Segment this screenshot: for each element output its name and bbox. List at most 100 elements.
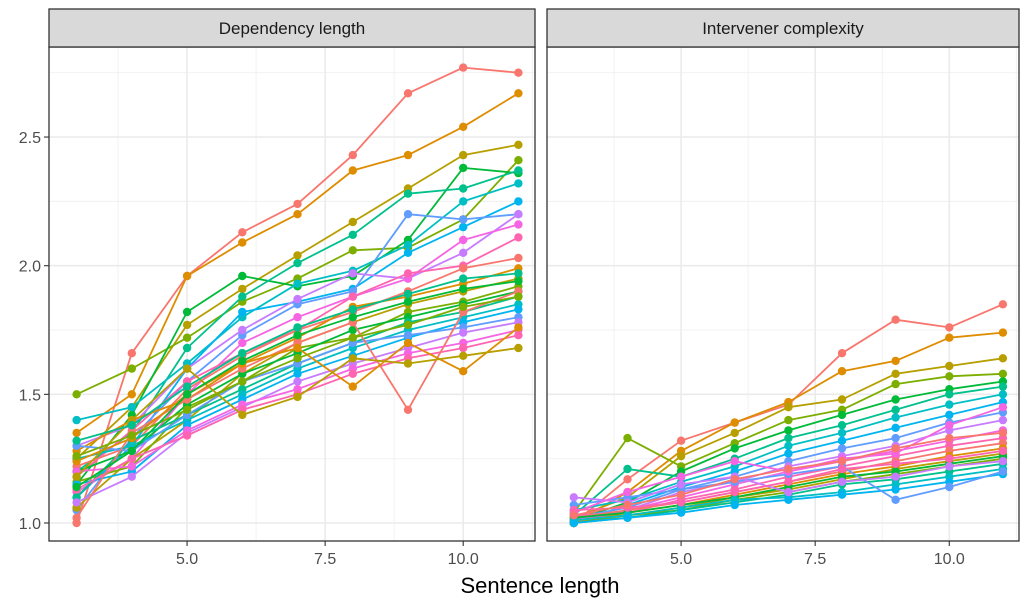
data-point bbox=[348, 382, 357, 391]
data-point bbox=[837, 464, 847, 474]
data-point bbox=[784, 403, 793, 412]
data-point bbox=[127, 462, 136, 471]
data-point bbox=[293, 210, 302, 219]
data-point bbox=[837, 477, 847, 486]
data-point bbox=[348, 369, 357, 378]
data-point bbox=[293, 323, 302, 332]
data-point bbox=[459, 122, 468, 131]
data-point bbox=[403, 405, 413, 414]
data-point bbox=[998, 328, 1008, 337]
data-point bbox=[784, 464, 793, 474]
data-point bbox=[403, 338, 413, 348]
data-point bbox=[998, 369, 1008, 378]
data-point bbox=[459, 163, 468, 173]
data-point bbox=[514, 292, 523, 301]
data-point bbox=[238, 377, 247, 386]
data-point bbox=[459, 235, 468, 245]
data-point bbox=[784, 495, 793, 504]
data-point bbox=[891, 413, 900, 422]
data-point bbox=[459, 351, 468, 360]
series-29 bbox=[72, 276, 523, 492]
data-point bbox=[998, 415, 1008, 425]
data-point bbox=[837, 428, 847, 438]
data-point bbox=[238, 410, 247, 420]
data-point bbox=[127, 390, 136, 399]
data-point bbox=[459, 302, 468, 312]
data-point bbox=[998, 403, 1008, 412]
data-point bbox=[348, 333, 357, 342]
data-point bbox=[945, 400, 954, 409]
data-point bbox=[837, 436, 847, 445]
data-point bbox=[72, 472, 81, 481]
data-point bbox=[127, 472, 136, 481]
facet-strip bbox=[546, 8, 1020, 48]
data-point bbox=[998, 300, 1008, 309]
data-point bbox=[72, 498, 81, 507]
data-point bbox=[182, 431, 192, 440]
data-point bbox=[348, 217, 357, 227]
data-point bbox=[730, 475, 739, 484]
data-point bbox=[623, 433, 632, 443]
data-point bbox=[72, 415, 81, 425]
data-point bbox=[945, 462, 954, 471]
data-point bbox=[514, 323, 523, 332]
x-tick-label: 10.0 bbox=[934, 551, 965, 568]
data-point bbox=[459, 367, 468, 376]
data-point bbox=[998, 382, 1008, 391]
data-point bbox=[623, 475, 632, 484]
data-point bbox=[730, 428, 739, 438]
series-22 bbox=[569, 457, 1008, 507]
data-point bbox=[403, 331, 413, 340]
data-point bbox=[293, 369, 302, 378]
data-point bbox=[998, 446, 1008, 456]
data-point bbox=[837, 444, 847, 453]
y-tick-label: 2.0 bbox=[19, 259, 41, 276]
data-point bbox=[891, 459, 900, 468]
data-point bbox=[676, 498, 686, 507]
data-point bbox=[459, 274, 468, 283]
series-25 bbox=[569, 428, 1008, 520]
data-point bbox=[730, 487, 739, 497]
data-point bbox=[293, 331, 302, 340]
data-point bbox=[238, 292, 247, 301]
data-point bbox=[784, 441, 793, 450]
data-point bbox=[623, 464, 632, 474]
data-point bbox=[238, 338, 247, 348]
data-point bbox=[293, 392, 302, 402]
data-point bbox=[837, 457, 847, 466]
data-point bbox=[891, 315, 900, 324]
data-point bbox=[837, 395, 847, 404]
y-axis: 1.0 1.5 2.0 2.5 bbox=[19, 130, 49, 533]
data-point bbox=[891, 444, 900, 453]
data-point bbox=[569, 493, 578, 502]
data-point bbox=[514, 233, 523, 242]
data-point bbox=[623, 500, 632, 510]
data-point bbox=[182, 390, 192, 399]
data-point bbox=[730, 418, 739, 427]
data-point bbox=[403, 297, 413, 306]
data-point bbox=[784, 415, 793, 425]
data-point bbox=[348, 354, 357, 363]
data-point bbox=[514, 179, 523, 188]
data-point bbox=[945, 454, 954, 463]
data-point bbox=[459, 63, 468, 72]
data-point bbox=[784, 487, 793, 497]
data-point bbox=[182, 333, 192, 342]
data-point bbox=[403, 189, 413, 198]
data-point bbox=[459, 248, 468, 257]
data-point bbox=[514, 166, 523, 175]
data-point bbox=[837, 421, 847, 430]
series-30 bbox=[72, 269, 523, 445]
data-point bbox=[891, 356, 900, 366]
data-point bbox=[238, 307, 247, 317]
x-tick-label: 7.5 bbox=[314, 551, 336, 568]
data-point bbox=[182, 307, 192, 317]
data-point bbox=[837, 367, 847, 376]
data-point bbox=[730, 500, 739, 510]
data-point bbox=[238, 356, 247, 366]
data-point bbox=[514, 220, 523, 229]
data-point bbox=[676, 472, 686, 481]
data-point bbox=[293, 294, 302, 304]
data-point bbox=[72, 451, 81, 461]
data-point bbox=[182, 405, 192, 414]
